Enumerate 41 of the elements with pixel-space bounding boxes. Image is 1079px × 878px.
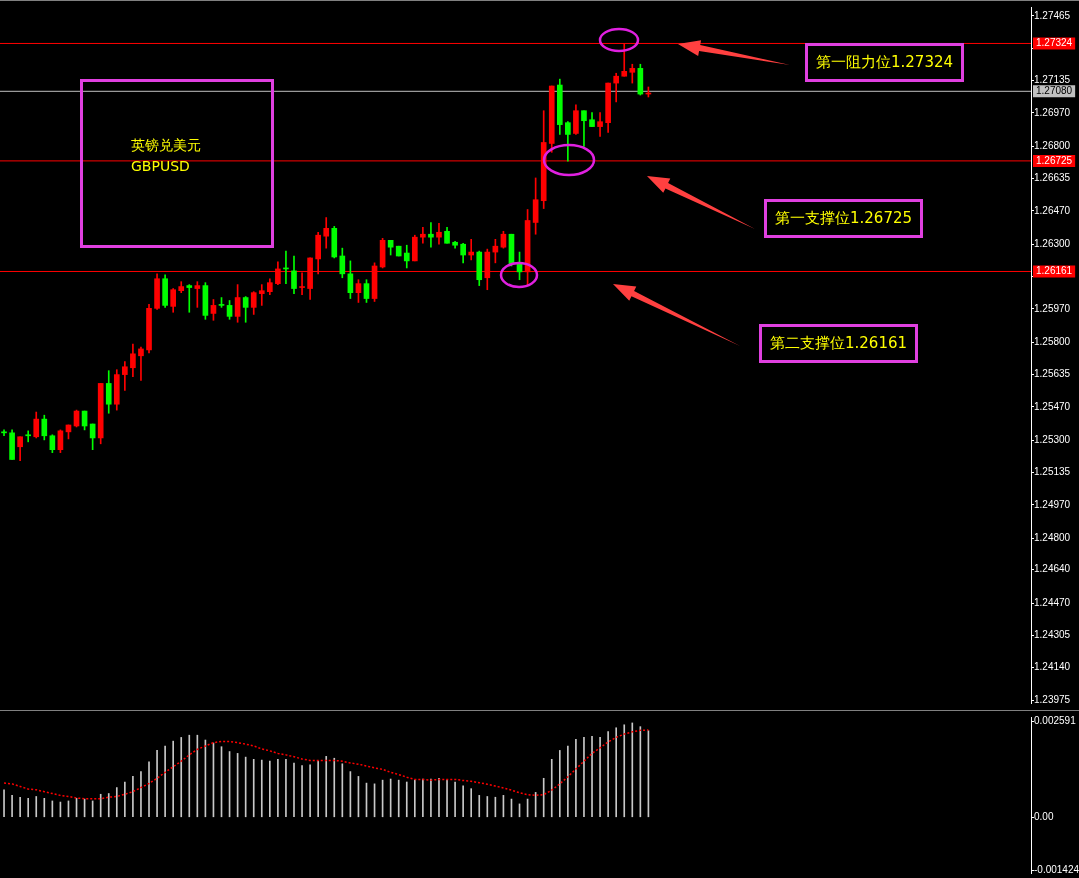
candlestick <box>138 346 144 381</box>
annotation: 第二支撑位1.26161 <box>759 324 919 363</box>
y-tick-label: 1.27135 <box>1034 74 1071 86</box>
y-tick-label: 1.25800 <box>1034 336 1071 348</box>
ref-line-label: 1.26161 <box>1036 265 1073 277</box>
text: 英镑兑美元 GBPUSD <box>80 79 274 248</box>
y-tick-label: -0.001424 <box>1034 863 1079 875</box>
y-tick-label: 1.25300 <box>1034 434 1071 446</box>
y-tick-label: 1.24800 <box>1034 532 1071 544</box>
y-tick-label: 1.24140 <box>1034 661 1071 673</box>
y-tick-label: 1.26635 <box>1034 172 1071 184</box>
candlestick <box>186 284 193 313</box>
ref-line-label: 1.27324 <box>1036 37 1073 49</box>
candlestick <box>258 284 265 306</box>
ref-line-label: 1.27080 <box>1036 85 1073 97</box>
y-tick-label: 0.00 <box>1034 811 1054 823</box>
y-tick-label: 1.26970 <box>1034 106 1071 118</box>
y-tick-label: 1.25135 <box>1034 466 1071 478</box>
candlestick <box>420 227 426 244</box>
y-tick-label: 0.002591 <box>1034 714 1077 726</box>
y-tick-label: 1.24970 <box>1034 498 1071 510</box>
candlestick <box>428 222 434 248</box>
y-tick-label: 1.26470 <box>1034 204 1071 216</box>
annotation: 第一支撑位1.26725 <box>764 199 924 238</box>
y-tick-label: 1.24305 <box>1034 629 1071 641</box>
y-tick-label: 1.25970 <box>1034 302 1071 314</box>
y-tick-label: 1.27465 <box>1034 9 1071 21</box>
y-tick-label: 1.25635 <box>1034 368 1071 380</box>
line-series <box>3 729 650 800</box>
y-tick-label: 1.25470 <box>1034 400 1071 412</box>
y-tick-label: 1.24640 <box>1034 563 1071 575</box>
candlestick <box>468 239 475 261</box>
y-tick-label: 1.24470 <box>1034 596 1071 608</box>
candlestick <box>25 430 32 443</box>
ref-line-label: 1.26725 <box>1036 154 1073 166</box>
y-tick-label: 1.26800 <box>1034 139 1071 151</box>
annotation: 第一阻力位1.27324 <box>805 43 965 82</box>
y-tick-label: 1.23975 <box>1034 693 1071 705</box>
y-tick-label: 1.26300 <box>1034 237 1071 249</box>
candlestick <box>613 72 620 103</box>
candlestick <box>597 112 603 137</box>
